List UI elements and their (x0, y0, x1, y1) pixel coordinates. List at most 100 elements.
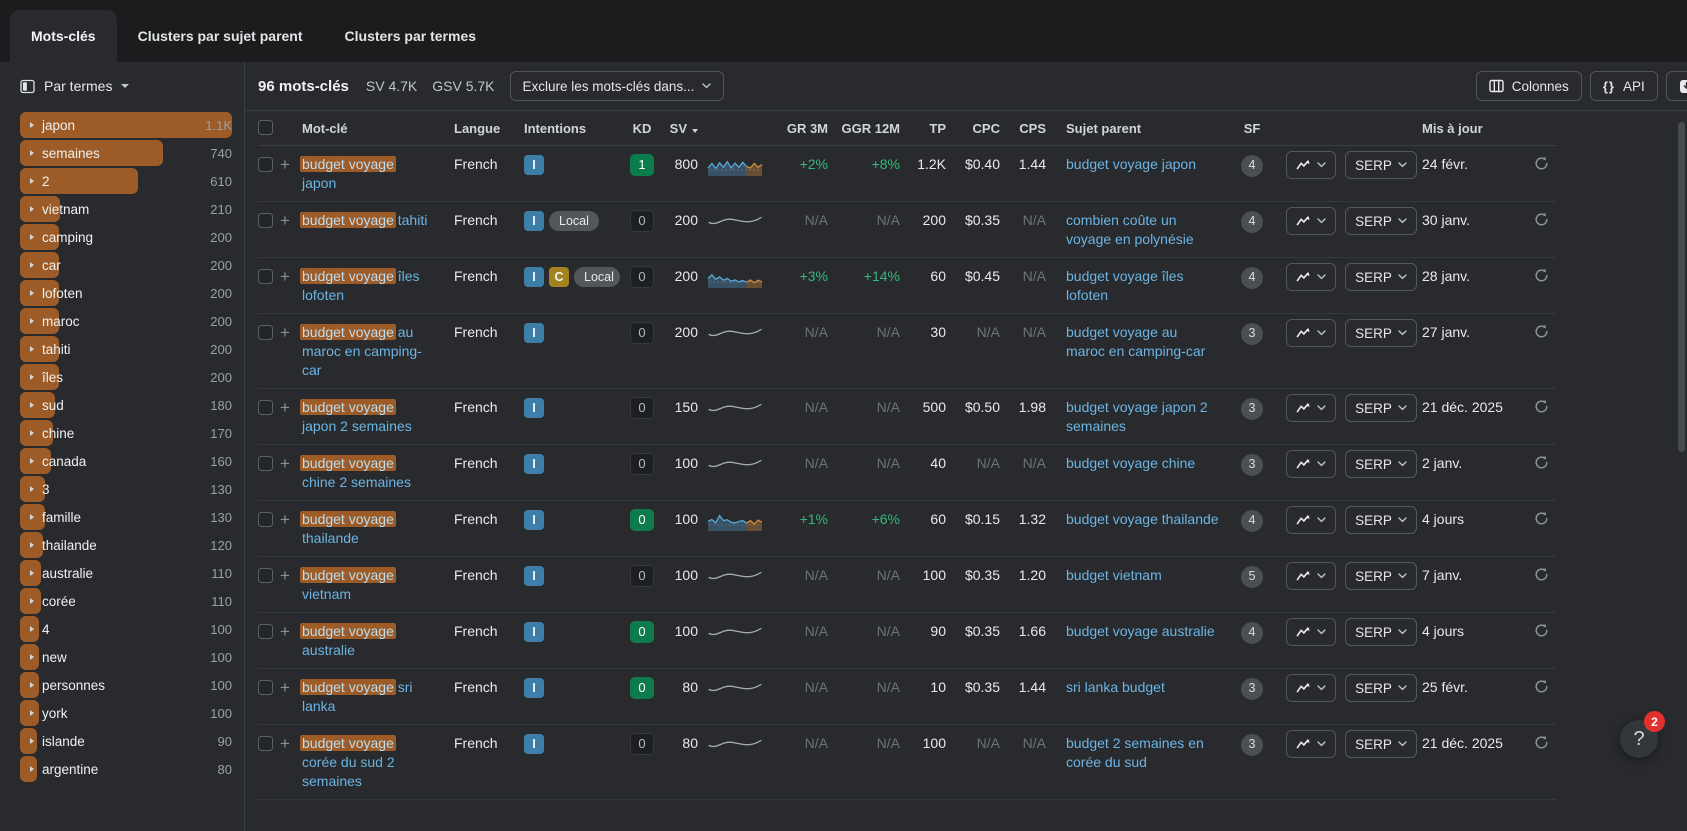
refresh-button[interactable] (1534, 455, 1549, 473)
position-history-button[interactable] (1286, 562, 1336, 590)
position-history-button[interactable] (1286, 506, 1336, 534)
columns-button[interactable]: Colonnes (1475, 71, 1582, 101)
serp-dropdown-button[interactable]: SERP (1345, 151, 1417, 179)
position-history-button[interactable] (1286, 674, 1336, 702)
parent-topic-link[interactable]: combien coûte un voyage en polynésie (1066, 212, 1194, 247)
vertical-scrollbar[interactable] (1678, 122, 1685, 452)
serp-dropdown-button[interactable]: SERP (1345, 263, 1417, 291)
serp-dropdown-button[interactable]: SERP (1345, 562, 1417, 590)
position-history-button[interactable] (1286, 394, 1336, 422)
row-checkbox[interactable] (258, 325, 273, 340)
sidebar-term-famille[interactable]: famille 130 (20, 504, 232, 530)
sidebar-term-thailande[interactable]: thailande 120 (20, 532, 232, 558)
add-keyword-button[interactable]: + (280, 510, 290, 529)
parent-topic-link[interactable]: budget voyage chine (1066, 455, 1196, 471)
sidebar-term-canada[interactable]: canada 160 (20, 448, 232, 474)
keyword-link[interactable]: budget voyage au maroc en camping-car (300, 324, 422, 378)
parent-topic-link[interactable]: budget voyage îles lofoten (1066, 268, 1184, 303)
keyword-link[interactable]: budget voyage thailande (300, 511, 396, 546)
keyword-link[interactable]: budget voyage îles lofoten (300, 268, 420, 303)
row-checkbox[interactable] (258, 736, 273, 751)
sidebar-term-cor-e[interactable]: corée 110 (20, 588, 232, 614)
select-all-checkbox[interactable] (258, 120, 273, 135)
sidebar-term-vietnam[interactable]: vietnam 210 (20, 196, 232, 222)
sidebar-term-maroc[interactable]: maroc 200 (20, 308, 232, 334)
parent-topic-link[interactable]: budget voyage japon 2 semaines (1066, 399, 1208, 434)
sidebar-term-chine[interactable]: chine 170 (20, 420, 232, 446)
keyword-link[interactable]: budget voyage tahiti (300, 212, 428, 228)
keyword-link[interactable]: budget voyage vietnam (300, 567, 396, 602)
keyword-link[interactable]: budget voyage sri lanka (300, 679, 413, 714)
parent-topic-link[interactable]: budget voyage thailande (1066, 511, 1219, 527)
position-history-button[interactable] (1286, 618, 1336, 646)
position-history-button[interactable] (1286, 207, 1336, 235)
sidebar-term-tahiti[interactable]: tahiti 200 (20, 336, 232, 362)
refresh-button[interactable] (1534, 679, 1549, 697)
row-checkbox[interactable] (258, 400, 273, 415)
sidebar-term-car[interactable]: car 200 (20, 252, 232, 278)
refresh-button[interactable] (1534, 623, 1549, 641)
add-keyword-button[interactable]: + (280, 566, 290, 585)
exclude-keywords-dropdown[interactable]: Exclure les mots-clés dans... (509, 71, 725, 101)
serp-dropdown-button[interactable]: SERP (1345, 674, 1417, 702)
terms-view-dropdown[interactable]: Par termes (0, 62, 244, 110)
refresh-button[interactable] (1534, 511, 1549, 529)
serp-dropdown-button[interactable]: SERP (1345, 506, 1417, 534)
row-checkbox[interactable] (258, 624, 273, 639)
add-keyword-button[interactable]: + (280, 398, 290, 417)
sidebar-term-2[interactable]: 2 610 (20, 168, 232, 194)
row-checkbox[interactable] (258, 213, 273, 228)
sidebar-term-3[interactable]: 3 130 (20, 476, 232, 502)
sidebar-term-lofoten[interactable]: lofoten 200 (20, 280, 232, 306)
row-checkbox[interactable] (258, 568, 273, 583)
sidebar-term-les[interactable]: îles 200 (20, 364, 232, 390)
refresh-button[interactable] (1534, 399, 1549, 417)
position-history-button[interactable] (1286, 450, 1336, 478)
keyword-link[interactable]: budget voyage japon (300, 156, 396, 191)
position-history-button[interactable] (1286, 151, 1336, 179)
position-history-button[interactable] (1286, 730, 1336, 758)
parent-topic-link[interactable]: budget voyage australie (1066, 623, 1215, 639)
parent-topic-link[interactable]: budget voyage japon (1066, 156, 1196, 172)
sidebar-term-islande[interactable]: islande 90 (20, 728, 232, 754)
parent-topic-link[interactable]: budget 2 semaines en corée du sud (1066, 735, 1204, 770)
serp-dropdown-button[interactable]: SERP (1345, 394, 1417, 422)
keyword-link[interactable]: budget voyage japon 2 semaines (300, 399, 412, 434)
serp-dropdown-button[interactable]: SERP (1345, 207, 1417, 235)
sidebar-term-personnes[interactable]: personnes 100 (20, 672, 232, 698)
refresh-button[interactable] (1534, 156, 1549, 174)
add-keyword-button[interactable]: + (280, 155, 290, 174)
export-button[interactable]: Exportation (1665, 71, 1687, 101)
sidebar-term-australie[interactable]: australie 110 (20, 560, 232, 586)
serp-dropdown-button[interactable]: SERP (1345, 618, 1417, 646)
keyword-link[interactable]: budget voyage corée du sud 2 semaines (300, 735, 396, 789)
add-keyword-button[interactable]: + (280, 454, 290, 473)
tab-mots-cl-s[interactable]: Mots-clés (10, 10, 117, 62)
tab-clusters-par-termes[interactable]: Clusters par termes (344, 28, 477, 44)
keyword-link[interactable]: budget voyage australie (300, 623, 396, 658)
refresh-button[interactable] (1534, 268, 1549, 286)
parent-topic-link[interactable]: budget vietnam (1066, 567, 1162, 583)
sidebar-term-semaines[interactable]: semaines 740 (20, 140, 232, 166)
refresh-button[interactable] (1534, 212, 1549, 230)
row-checkbox[interactable] (258, 512, 273, 527)
serp-dropdown-button[interactable]: SERP (1345, 730, 1417, 758)
parent-topic-link[interactable]: sri lanka budget (1066, 679, 1165, 695)
api-button[interactable]: {} API (1589, 71, 1658, 101)
add-keyword-button[interactable]: + (280, 734, 290, 753)
add-keyword-button[interactable]: + (280, 211, 290, 230)
refresh-button[interactable] (1534, 735, 1549, 753)
row-checkbox[interactable] (258, 269, 273, 284)
sort-desc-icon[interactable] (692, 128, 698, 133)
row-checkbox[interactable] (258, 456, 273, 471)
sidebar-term-sud[interactable]: sud 180 (20, 392, 232, 418)
refresh-button[interactable] (1534, 324, 1549, 342)
help-button[interactable]: ? 2 (1620, 711, 1665, 758)
serp-dropdown-button[interactable]: SERP (1345, 319, 1417, 347)
sidebar-term-new[interactable]: new 100 (20, 644, 232, 670)
add-keyword-button[interactable]: + (280, 622, 290, 641)
add-keyword-button[interactable]: + (280, 323, 290, 342)
sidebar-term-camping[interactable]: camping 200 (20, 224, 232, 250)
add-keyword-button[interactable]: + (280, 267, 290, 286)
position-history-button[interactable] (1286, 263, 1336, 291)
